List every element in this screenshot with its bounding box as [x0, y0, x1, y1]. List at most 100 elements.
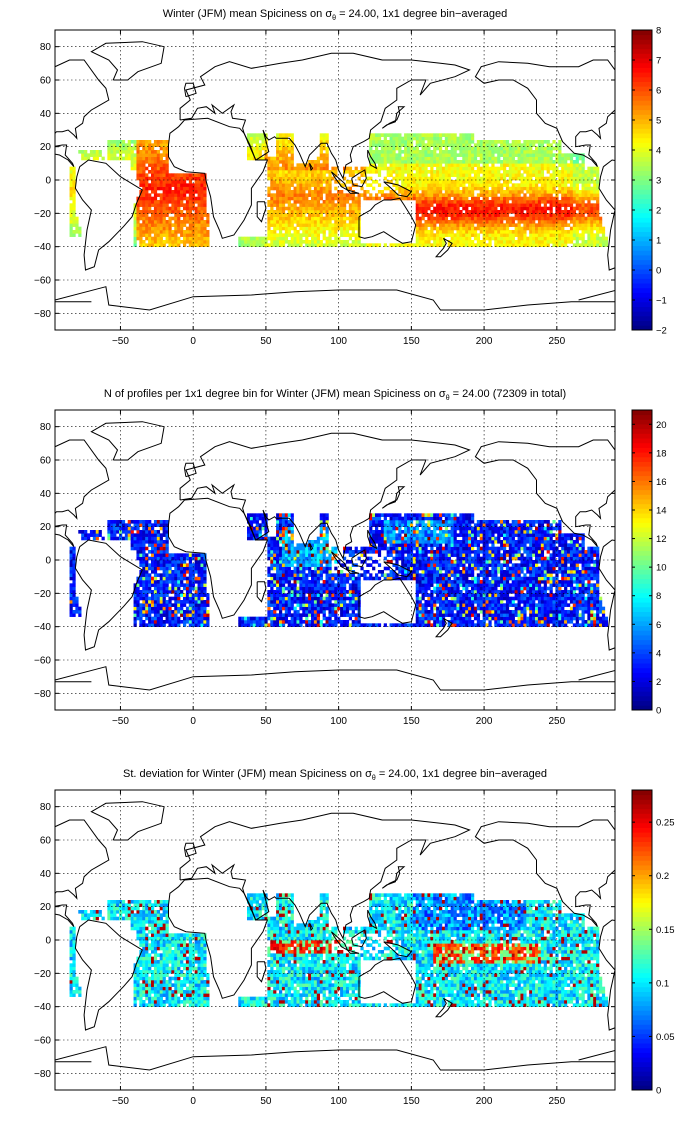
data-cell	[582, 187, 585, 191]
data-cell	[148, 567, 151, 571]
data-cell	[552, 230, 555, 234]
data-cell	[465, 227, 468, 231]
data-cell	[596, 240, 599, 244]
data-cell	[308, 177, 311, 181]
data-cell	[134, 600, 137, 604]
data-cell	[395, 187, 398, 191]
data-cell	[145, 587, 148, 591]
data-cell	[404, 243, 407, 247]
colorbar-tick-label: 1	[656, 236, 661, 247]
data-cell	[291, 197, 294, 201]
y-tick-label: −80	[34, 309, 51, 320]
data-cell	[439, 197, 442, 201]
data-cell	[584, 240, 587, 244]
data-cell	[439, 200, 442, 204]
data-cell	[422, 237, 425, 241]
data-cell	[366, 167, 369, 171]
data-cell	[416, 140, 419, 144]
data-cell	[500, 227, 503, 231]
data-cell	[299, 220, 302, 224]
data-cell	[422, 183, 425, 187]
data-cell	[500, 243, 503, 247]
data-cell	[346, 230, 349, 234]
data-cell	[189, 607, 192, 611]
data-cell	[454, 197, 457, 201]
data-cell	[139, 560, 142, 564]
data-cell	[390, 137, 393, 141]
data-cell	[168, 233, 171, 237]
data-cell	[436, 187, 439, 191]
data-cell	[198, 227, 201, 231]
data-cell	[468, 180, 471, 184]
data-cell	[288, 223, 291, 227]
data-cell	[381, 163, 384, 167]
data-cell	[564, 193, 567, 197]
data-cell	[186, 570, 189, 574]
data-cell	[136, 223, 139, 227]
data-cell	[602, 237, 605, 241]
data-cell	[180, 580, 183, 584]
data-cell	[416, 147, 419, 151]
colorbar-segment	[632, 35, 652, 40]
data-cell	[291, 240, 294, 244]
data-cell	[512, 153, 515, 157]
data-cell	[538, 217, 541, 221]
data-cell	[166, 187, 169, 191]
data-cell	[302, 217, 305, 221]
data-cell	[436, 227, 439, 231]
data-cell	[206, 230, 209, 234]
data-cell	[200, 237, 203, 241]
data-cell	[561, 200, 564, 204]
data-cell	[573, 227, 576, 231]
data-cell	[593, 217, 596, 221]
data-cell	[136, 617, 139, 621]
data-cell	[314, 213, 317, 217]
data-cell	[602, 230, 605, 234]
colorbar-segment	[632, 143, 652, 148]
data-cell	[477, 167, 480, 171]
data-cell	[544, 187, 547, 191]
data-cell	[282, 147, 285, 151]
data-cell	[285, 540, 288, 544]
data-cell	[500, 177, 503, 181]
data-cell	[422, 240, 425, 244]
data-cell	[526, 157, 529, 161]
data-cell	[416, 160, 419, 164]
data-cell	[456, 180, 459, 184]
data-cell	[145, 540, 148, 544]
data-cell	[270, 540, 273, 544]
data-cell	[375, 160, 378, 164]
data-cell	[413, 160, 416, 164]
data-cell	[477, 203, 480, 207]
data-cell	[78, 230, 81, 234]
data-cell	[154, 587, 157, 591]
data-cell	[328, 180, 331, 184]
data-cell	[180, 193, 183, 197]
data-cell	[445, 217, 448, 221]
data-cell	[439, 133, 442, 137]
data-cell	[349, 180, 352, 184]
data-cell	[378, 160, 381, 164]
data-cell	[323, 230, 326, 234]
data-cell	[529, 240, 532, 244]
colorbar-segment	[632, 264, 652, 269]
data-cell	[163, 603, 166, 607]
data-cell	[189, 597, 192, 601]
data-cell	[267, 227, 270, 231]
data-cell	[72, 213, 75, 217]
data-cell	[547, 197, 550, 201]
data-cell	[142, 607, 145, 611]
data-cell	[587, 213, 590, 217]
data-cell	[163, 573, 166, 577]
data-cell	[512, 193, 515, 197]
data-cell	[180, 187, 183, 191]
data-cell	[363, 193, 366, 197]
data-cell	[151, 213, 154, 217]
data-cell	[180, 177, 183, 181]
data-cell	[456, 197, 459, 201]
data-cell	[171, 577, 174, 581]
data-cell	[491, 230, 494, 234]
data-cell	[491, 153, 494, 157]
chart-title: N of profiles per 1x1 degree bin for Win…	[104, 388, 566, 402]
data-cell	[262, 237, 265, 241]
